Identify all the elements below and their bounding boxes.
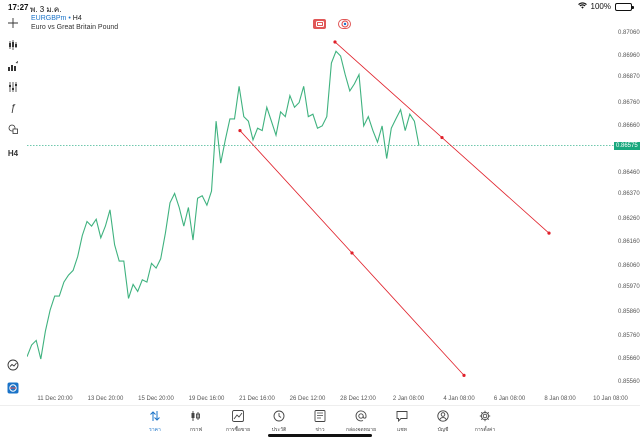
channel-anchor-point[interactable]: [440, 135, 444, 140]
left-toolbar: ƒ H4: [0, 14, 27, 400]
price-tick-label: 0.85970: [618, 283, 640, 290]
price-tick-label: 0.86760: [618, 99, 640, 106]
price-tick-label: 0.86160: [618, 239, 640, 246]
objects-icon[interactable]: [5, 79, 21, 95]
candlestick-icon[interactable]: [5, 37, 21, 53]
time-tick-label: 4 Jan 08:00: [443, 396, 475, 402]
account-icon: [436, 409, 450, 423]
price-tick-label: 0.86370: [618, 190, 640, 197]
time-tick-label: 21 Dec 16:00: [239, 396, 275, 402]
price-tick-label: 0.87060: [618, 29, 640, 36]
status-date: พ. 3 ม.ค.: [30, 5, 62, 14]
price-tick-label: 0.85760: [618, 332, 640, 339]
bottom-tab-bar: ราคา กราฟ การซื้อขาย ประวัติ ข่าว กล่องจ…: [0, 405, 640, 447]
indicators-icon[interactable]: [5, 58, 21, 74]
buy-icon: [340, 20, 349, 28]
tab-news[interactable]: ข่าว: [300, 409, 340, 434]
chart-icon: [189, 409, 203, 423]
battery-percent: 100%: [590, 2, 611, 11]
price-axis[interactable]: 0.87060 0.86960 0.86870 0.86760 0.86660 0.865…: [614, 14, 640, 394]
chat-icon: [395, 409, 409, 423]
history-icon: [272, 409, 286, 423]
status-time: 17:27: [8, 3, 29, 12]
home-indicator: [268, 434, 372, 437]
time-tick-label: 13 Dec 20:00: [87, 396, 124, 402]
battery-icon: [615, 2, 634, 11]
symbol-name: EURGBPm: [31, 15, 67, 22]
price-tick-label: 0.86060: [618, 262, 640, 269]
buy-button[interactable]: [338, 19, 351, 29]
quotes-icon: [148, 409, 162, 423]
tab-mailbox[interactable]: กล่องจดหมาย: [341, 409, 381, 434]
time-tick-label: 8 Jan 08:00: [544, 396, 576, 402]
shapes-icon[interactable]: [5, 121, 21, 137]
price-tick-label: 0.85560: [618, 379, 640, 386]
channel-anchor-point[interactable]: [462, 373, 466, 377]
price-tick-label: 0.86870: [618, 73, 640, 80]
sell-icon: [315, 21, 324, 27]
time-tick-label: 6 Jan 08:00: [493, 396, 526, 402]
price-tick-label: 0.86960: [618, 52, 640, 59]
tab-settings[interactable]: การตั้งค่า: [465, 409, 505, 434]
time-tick-label: 15 Dec 20:00: [138, 396, 174, 402]
settings-icon: [478, 409, 492, 423]
tab-account[interactable]: บัญชี: [423, 409, 463, 434]
time-tick-label: 19 Dec 16:00: [188, 396, 225, 402]
wifi-icon: [577, 2, 587, 11]
tab-chart[interactable]: กราฟ: [176, 409, 216, 434]
mailbox-icon: [354, 409, 368, 423]
time-tick-label: 10 Jan 08:00: [593, 396, 628, 402]
channel-anchor-point[interactable]: [547, 231, 551, 235]
time-tick-label: 26 Dec 12:00: [289, 396, 326, 402]
trade-icon: [231, 409, 245, 423]
status-bar: 17:27 พ. 3 ม.ค. 100%: [0, 0, 640, 14]
price-tick-label: 0.86660: [618, 122, 640, 129]
timeframe-button[interactable]: H4: [7, 148, 19, 158]
price-tick-label: 0.85660: [618, 356, 640, 363]
price-tick-label: 0.85860: [618, 309, 640, 316]
channel-anchor-point[interactable]: [238, 128, 242, 133]
channel-lines[interactable]: [238, 40, 551, 377]
status-right: 100%: [577, 2, 634, 11]
broker-logo-icon[interactable]: [5, 380, 21, 396]
time-axis[interactable]: 11 Dec 20:00 13 Dec 20:00 15 Dec 20:00 19 D…: [27, 394, 627, 406]
price-line: [27, 50, 420, 360]
function-icon[interactable]: ƒ: [10, 102, 16, 114]
symbol-description: Euro vs Great Britain Pound: [31, 24, 119, 31]
time-tick-label: 11 Dec 20:00: [37, 396, 73, 402]
crosshair-icon[interactable]: [5, 15, 21, 31]
price-tick-label: 0.86260: [618, 216, 640, 223]
speedometer-icon[interactable]: [5, 357, 21, 373]
time-tick-label: 28 Dec 12:00: [340, 396, 376, 402]
tab-chat[interactable]: แชท: [382, 409, 422, 434]
channel-anchor-point[interactable]: [350, 251, 354, 255]
time-tick-label: 2 Jan 08:00: [392, 396, 425, 402]
tab-quotes[interactable]: ราคา: [135, 409, 175, 434]
tab-trade[interactable]: การซื้อขาย: [218, 409, 258, 434]
price-tick-label: 0.86460: [618, 169, 640, 176]
symbol-timeframe: H4: [72, 15, 82, 22]
symbol-separator: •: [68, 15, 71, 22]
sell-button[interactable]: [313, 19, 326, 29]
one-click-trading: [313, 19, 351, 29]
channel-anchor-point[interactable]: [333, 40, 337, 44]
price-chart[interactable]: [27, 14, 614, 394]
symbol-info[interactable]: EURGBPm • H4 Euro vs Great Britain Pound: [31, 14, 118, 32]
current-price-label: 0.86575: [614, 141, 640, 150]
tab-history[interactable]: ประวัติ: [259, 409, 299, 434]
news-icon: [313, 409, 327, 423]
